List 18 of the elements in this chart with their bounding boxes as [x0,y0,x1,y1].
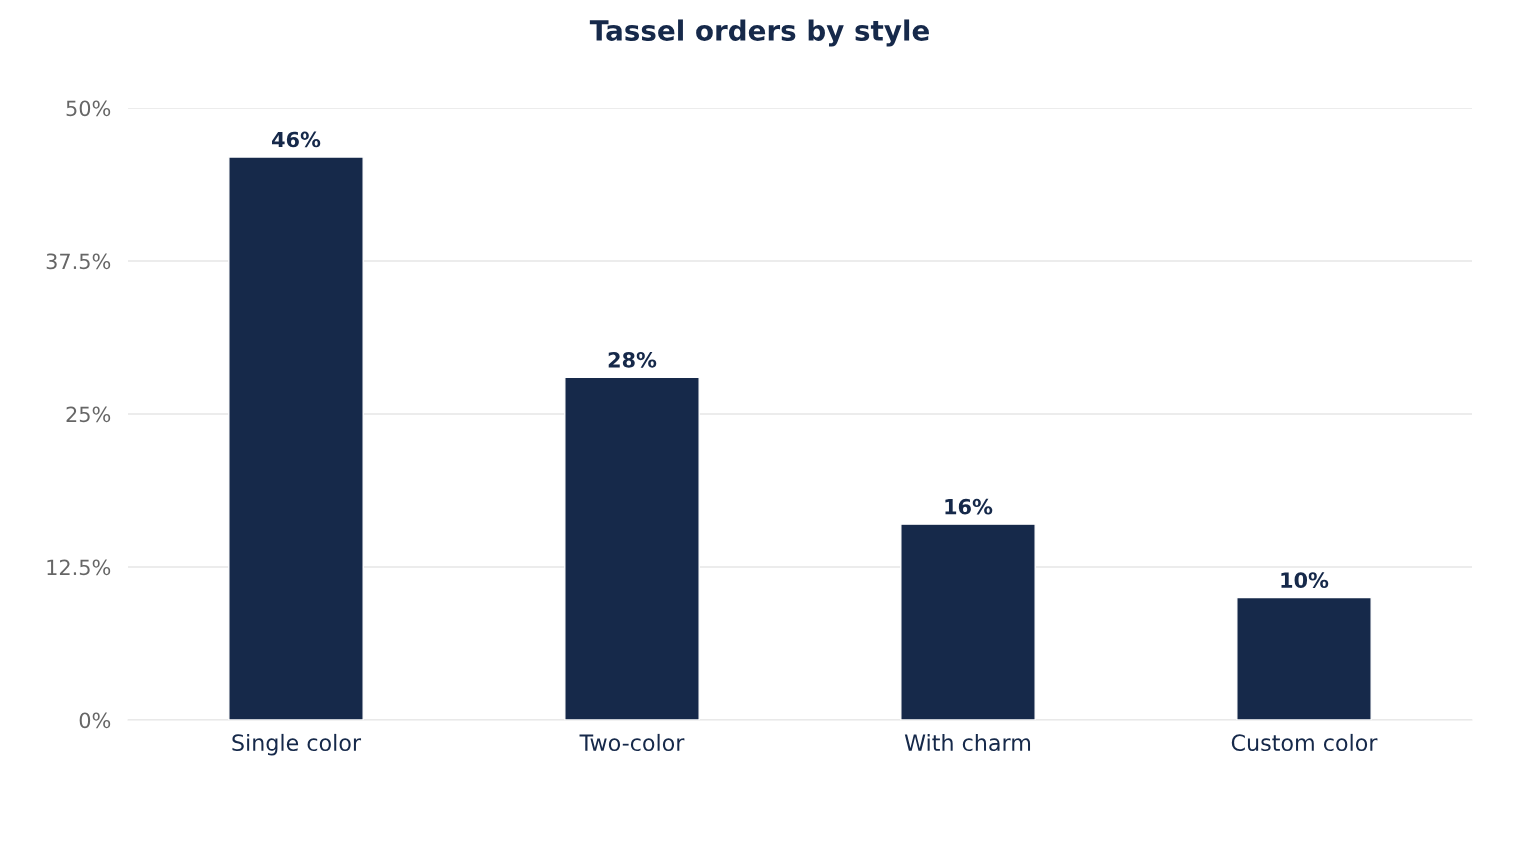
y-tick-label: 50% [66,100,111,117]
data-label: 10% [1281,572,1329,589]
bar [228,156,364,720]
x-tick-label: Custom color [1231,733,1378,752]
bar [1236,596,1372,720]
data-label: 28% [608,351,657,368]
bar [564,376,700,720]
chart-title: Tassel orders by style [589,19,929,47]
y-tick-label: 12.5% [47,559,111,576]
data-label: 16% [945,498,993,515]
y-tick-label: 0% [79,712,111,729]
x-tick-label: With charm [904,733,1031,752]
y-tick-label: 25% [66,406,111,423]
x-tick-label: Single color [232,733,362,756]
x-tick-label: Two-color [579,733,685,752]
y-tick-label: 37.5% [46,253,111,270]
data-label: 46% [272,131,321,148]
bar [900,523,1036,720]
